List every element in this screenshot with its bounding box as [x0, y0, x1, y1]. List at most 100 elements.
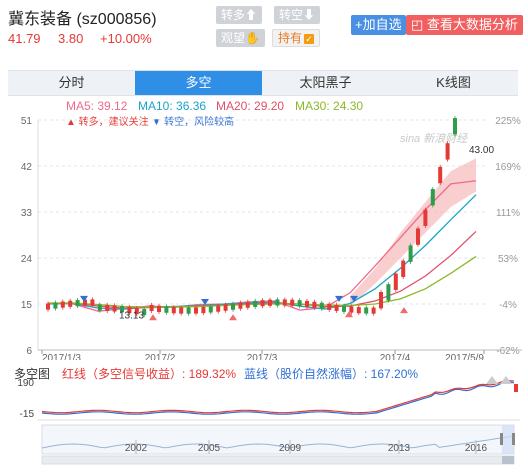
- candlestick: [112, 305, 117, 312]
- candlestick: [208, 306, 213, 313]
- candlestick: [393, 273, 398, 290]
- pct-tick-label: -62%: [496, 346, 519, 357]
- pct-tick-label: 169%: [495, 162, 521, 173]
- x-tick-label: 2017/4: [380, 353, 411, 360]
- indicator-end-marker: [514, 384, 518, 392]
- arrow-up-icon: ⬆: [245, 8, 258, 22]
- pct-tick-label: 111%: [496, 208, 520, 219]
- navigator-line: [41, 435, 515, 449]
- big-data-button[interactable]: ◰ 查看大数据分析: [406, 15, 523, 35]
- pct-tick-label: -4%: [499, 300, 517, 311]
- navigator-handle: [500, 433, 503, 445]
- stock-code: (sz000856): [76, 11, 157, 28]
- candlestick: [179, 307, 184, 314]
- indicator-y-tick: 190: [17, 378, 34, 389]
- hand-icon: ✋: [245, 31, 260, 45]
- candlestick: [194, 307, 198, 314]
- stock-change: 3.80: [58, 31, 84, 46]
- x-tick-label: 2017/1/3: [42, 353, 81, 360]
- candlestick: [297, 300, 302, 307]
- up-signal-marker: [229, 314, 237, 321]
- candlestick: [90, 299, 95, 306]
- candlestick: [356, 307, 361, 314]
- ma5-label: MA5: 39.12: [66, 99, 128, 113]
- high-price-label: 43.00: [469, 145, 494, 156]
- down-signal-legend: ▼ 转空，风险较高: [151, 117, 235, 128]
- navigator-handle: [512, 433, 515, 445]
- candlestick: [386, 284, 391, 301]
- main-chart[interactable]: 51 42 33 24 15 6 225% 169% 111% 53% -4% -62% 2017/1/…: [0, 110, 528, 360]
- candlestick: [342, 305, 346, 312]
- turn-empty-button[interactable]: 转空⬇: [274, 6, 321, 24]
- arrow-down-icon: ⬇: [303, 8, 316, 22]
- x-tick-label: 2017/5/9: [445, 353, 484, 360]
- candlestick: [83, 299, 87, 306]
- candlestick: [438, 166, 443, 184]
- tab-kline[interactable]: K线图: [436, 75, 471, 90]
- candlestick: [416, 228, 420, 245]
- candlestick: [97, 304, 102, 311]
- down-signal-marker: [335, 295, 343, 302]
- candlestick: [260, 300, 265, 307]
- tab-sunspot[interactable]: 太阳黑子: [299, 75, 352, 90]
- candlestick: [216, 305, 221, 312]
- x-tick-label: 2017/2: [145, 353, 176, 360]
- stock-price: 41.79: [8, 31, 41, 46]
- watermark-text: sina 新浪财经: [400, 132, 468, 145]
- navigator-window: [502, 425, 514, 454]
- y-tick-label: 24: [21, 254, 33, 265]
- up-signal-marker: [345, 311, 353, 318]
- tab-timeshare[interactable]: 分时: [58, 75, 85, 90]
- check-icon: ✓: [304, 34, 315, 44]
- turn-more-button[interactable]: 转多⬆: [216, 6, 263, 24]
- candlestick: [60, 301, 65, 308]
- candlestick: [127, 307, 132, 314]
- blue-line-legend: 蓝线（股价自然涨幅）: 167.20%: [244, 367, 419, 381]
- candlestick: [238, 302, 243, 309]
- red-line-legend: 红线（多空信号收益）: 189.32%: [62, 367, 237, 381]
- candlestick: [53, 302, 58, 309]
- low-price-label: 13.13: [119, 310, 144, 321]
- stock-change-pct: +10.00%: [100, 31, 152, 46]
- triangle-up-icon: [500, 376, 512, 384]
- ma10-label: MA10: 36.36: [138, 99, 207, 113]
- candlestick: [349, 306, 354, 313]
- candlestick: [201, 307, 206, 314]
- turn-empty-label: 转空: [279, 8, 304, 22]
- candlestick: [408, 245, 413, 262]
- candlestick: [46, 303, 50, 310]
- up-signal-legend: ▲ 转多，建议关注: [66, 117, 149, 128]
- hold-button[interactable]: 持有 ✓: [272, 29, 321, 47]
- candlestick: [327, 303, 332, 310]
- ma30-label: MA30: 24.30: [295, 99, 364, 113]
- candlestick: [371, 307, 376, 314]
- pct-tick-label: 53%: [498, 254, 518, 265]
- tab-bull-bear[interactable]: 多空: [135, 71, 262, 95]
- candlestick: [268, 299, 272, 306]
- indicator-y-tick: -15: [20, 409, 35, 420]
- candlestick: [275, 299, 280, 306]
- big-data-label: 查看大数据分析: [426, 17, 518, 32]
- indicator-blue-line: [41, 381, 515, 415]
- candlestick: [453, 118, 457, 135]
- watch-label: 观望: [221, 31, 246, 45]
- candlestick: [253, 300, 258, 307]
- candlestick: [379, 291, 383, 309]
- y-tick-label: 51: [21, 116, 33, 127]
- candlestick: [68, 300, 73, 307]
- indicator-title: 多空图: [14, 367, 51, 381]
- stock-title: 冀东装备 (sz000856): [8, 5, 157, 29]
- ma-line-ma30: [48, 255, 477, 308]
- candlestick: [245, 301, 250, 308]
- watch-button[interactable]: 观望✋: [216, 29, 265, 47]
- add-watchlist-button[interactable]: +加自选: [351, 15, 406, 35]
- candlestick: [186, 307, 191, 314]
- candlestick: [105, 304, 110, 312]
- down-signal-marker: [201, 298, 209, 305]
- turn-more-label: 转多: [221, 8, 246, 22]
- scrollbar-thumb: [502, 456, 514, 464]
- up-signal-marker: [400, 307, 408, 314]
- candlestick: [149, 304, 154, 312]
- navigator-scrollbar: [41, 455, 515, 465]
